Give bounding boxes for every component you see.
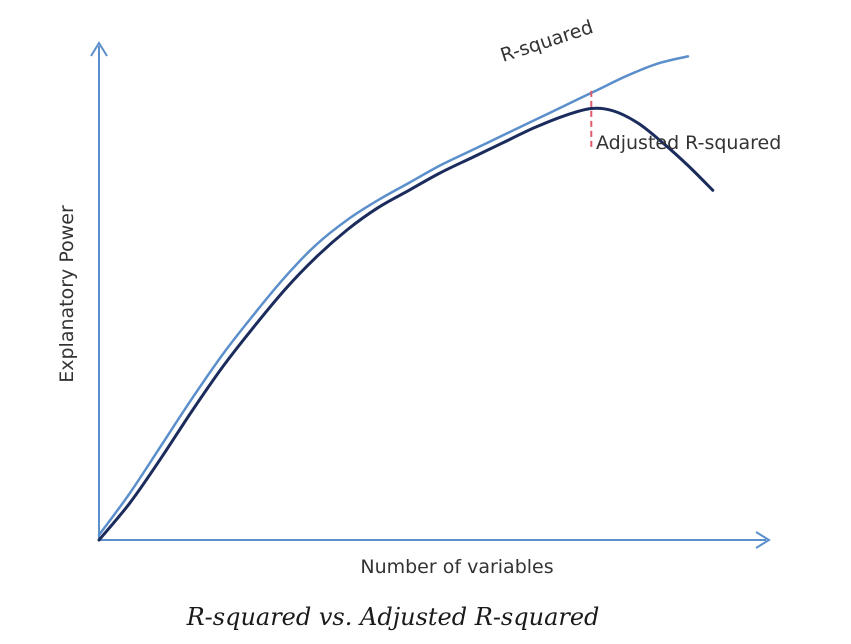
series-line-r-squared	[97, 55, 690, 537]
series-layer	[97, 55, 715, 542]
chart-caption: R-squared vs. Adjusted R-squared	[186, 603, 600, 631]
x-axis-arrow	[755, 531, 771, 549]
series-label-r-squared: R-squared	[498, 16, 596, 67]
y-axis-label: Explanatory Power	[56, 205, 78, 383]
series-line-adjusted-r-squared	[97, 106, 715, 542]
series-label-adjusted-r-squared: Adjusted R-squared	[596, 132, 781, 154]
x-axis-label: Number of variables	[360, 556, 553, 578]
y-axis-arrow	[90, 41, 108, 57]
